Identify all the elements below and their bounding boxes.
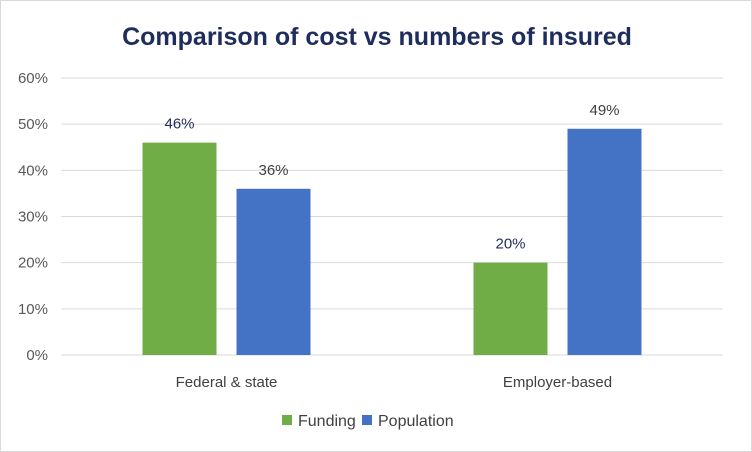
y-tick-label: 50% — [18, 116, 48, 133]
bar-population-0 — [236, 188, 311, 355]
y-tick-label: 0% — [26, 347, 48, 364]
legend: Funding Population — [282, 413, 454, 430]
data-label: 46% — [164, 116, 194, 133]
legend-swatch-funding — [282, 415, 292, 425]
bar-population-1 — [567, 128, 642, 355]
y-tick-label: 60% — [18, 70, 48, 87]
x-axis-category-labels: Federal & state Employer-based — [176, 374, 612, 391]
bar-funding-1 — [473, 262, 548, 355]
x-category-label: Employer-based — [503, 374, 612, 391]
y-axis-tick-labels: 0% 10% 20% 30% 40% 50% 60% — [18, 70, 48, 364]
data-label: 36% — [258, 162, 288, 179]
legend-label-funding: Funding — [298, 413, 356, 430]
legend-swatch-population — [362, 415, 372, 425]
bar-funding-0 — [142, 142, 217, 355]
data-labels: 46% 36% 20% 49% — [164, 102, 619, 253]
legend-label-population: Population — [378, 413, 454, 430]
y-tick-label: 30% — [18, 209, 48, 226]
bars — [142, 128, 642, 355]
y-tick-label: 20% — [18, 255, 48, 272]
data-label: 49% — [589, 102, 619, 119]
x-category-label: Federal & state — [176, 374, 278, 391]
chart-title: Comparison of cost vs numbers of insured — [122, 23, 632, 51]
data-label: 20% — [495, 236, 525, 253]
y-tick-label: 40% — [18, 162, 48, 179]
y-tick-label: 10% — [18, 301, 48, 318]
